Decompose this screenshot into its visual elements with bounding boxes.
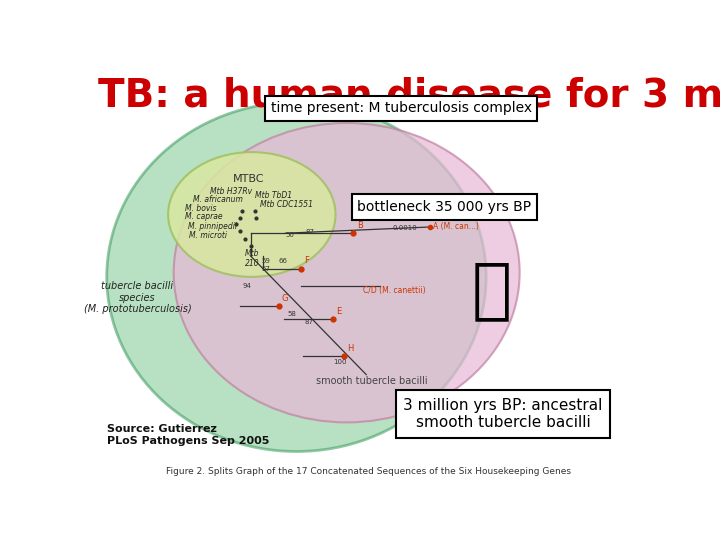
Text: MTBC: MTBC [233,174,265,184]
Text: A (M. can...): A (M. can...) [433,221,479,231]
Ellipse shape [168,152,336,277]
Text: 0.0010: 0.0010 [393,225,418,231]
Text: Figure 2. Splits Graph of the 17 Concatenated Sequences of the Six Housekeeping : Figure 2. Splits Graph of the 17 Concate… [166,467,572,476]
Text: Mtb TbD1: Mtb TbD1 [255,191,292,200]
Text: 100: 100 [333,359,347,365]
Text: 87: 87 [306,230,315,235]
Ellipse shape [107,102,486,451]
Text: time present: M tuberculosis complex: time present: M tuberculosis complex [271,102,532,116]
Text: B: B [356,221,363,230]
Text: M. caprae: M. caprae [185,212,222,221]
Text: tubercle bacilli
species
(M. prototuberculosis): tubercle bacilli species (M. prototuberc… [84,281,192,314]
Text: 94: 94 [243,283,252,289]
Text: 50: 50 [285,232,294,238]
Text: M. pinnipedii: M. pinnipedii [188,222,237,232]
Text: Mtb H37Rv: Mtb H37Rv [210,187,252,196]
Text: 🐄: 🐄 [472,257,511,323]
Text: E: E [336,307,341,316]
Text: M. bovis: M. bovis [185,204,217,213]
Text: 3 million yrs BP: ancestral
smooth tubercle bacilli: 3 million yrs BP: ancestral smooth tuber… [403,398,603,430]
Text: Mtb CDC1551: Mtb CDC1551 [260,200,313,210]
Text: C/D (M. canettii): C/D (M. canettii) [364,286,426,295]
Text: 87: 87 [305,319,314,325]
Text: 58: 58 [287,311,297,318]
Text: M. microti: M. microti [189,231,227,240]
Text: smooth tubercle bacilli: smooth tubercle bacilli [316,376,428,386]
Text: bottleneck 35 000 yrs BP: bottleneck 35 000 yrs BP [357,200,531,214]
Text: TB: a human disease for 3 million years?: TB: a human disease for 3 million years? [99,77,720,115]
Text: 59: 59 [261,258,270,264]
Text: Mtb
210: Mtb 210 [245,249,259,268]
Text: Source: Gutierrez
PLoS Pathogens Sep 2005: Source: Gutierrez PLoS Pathogens Sep 200… [107,424,269,446]
Text: F: F [305,256,309,265]
Text: M. africanum: M. africanum [193,195,243,205]
Ellipse shape [174,123,520,422]
Text: G: G [282,294,289,302]
Text: H: H [347,343,354,353]
Text: 66: 66 [278,258,287,264]
Text: 57: 57 [262,266,271,272]
